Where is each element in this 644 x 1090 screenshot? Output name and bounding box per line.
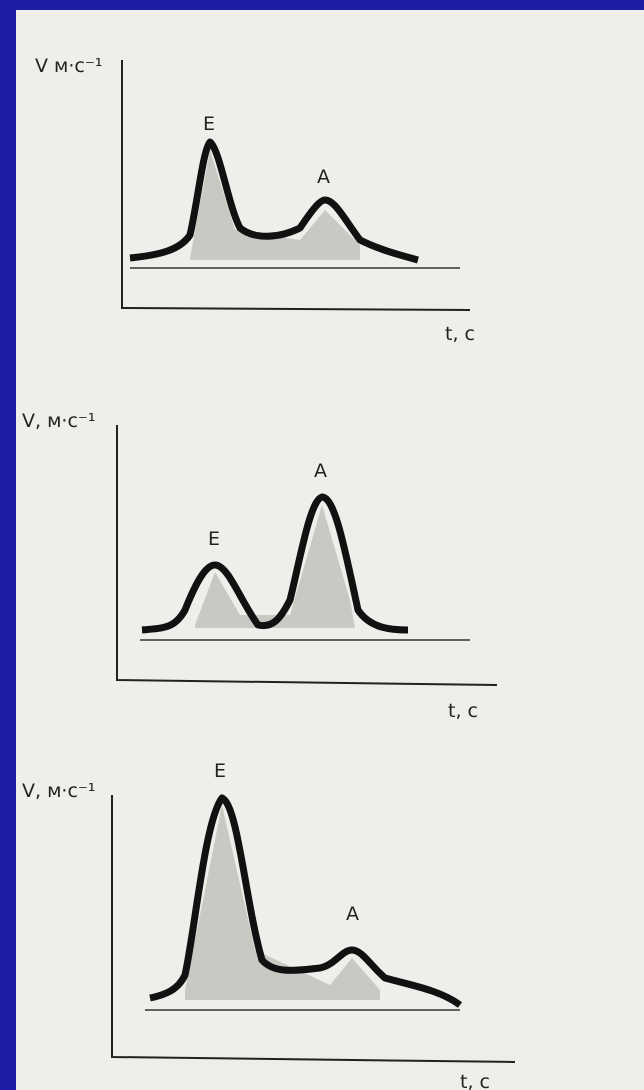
peak-label: E [208, 528, 220, 550]
y-axis-label: V м·с⁻¹ [35, 55, 103, 77]
y-axis-label: V, м·с⁻¹ [22, 410, 96, 432]
screen: V м·с⁻¹ E A t, c V, м·с⁻¹ E A t, c V, м·… [0, 0, 644, 1090]
peak-label: A [317, 166, 330, 188]
x-axis-label: t, c [448, 700, 478, 722]
peak-label: A [346, 903, 359, 925]
x-axis-label: t, c [460, 1071, 490, 1090]
peak-label: E [203, 113, 215, 135]
page: V м·с⁻¹ E A t, c V, м·с⁻¹ E A t, c V, м·… [0, 0, 644, 1090]
y-axis-label: V, м·с⁻¹ [22, 780, 96, 802]
x-axis-label: t, c [445, 323, 475, 345]
peak-label: A [314, 460, 327, 482]
peak-label: E [214, 760, 226, 782]
